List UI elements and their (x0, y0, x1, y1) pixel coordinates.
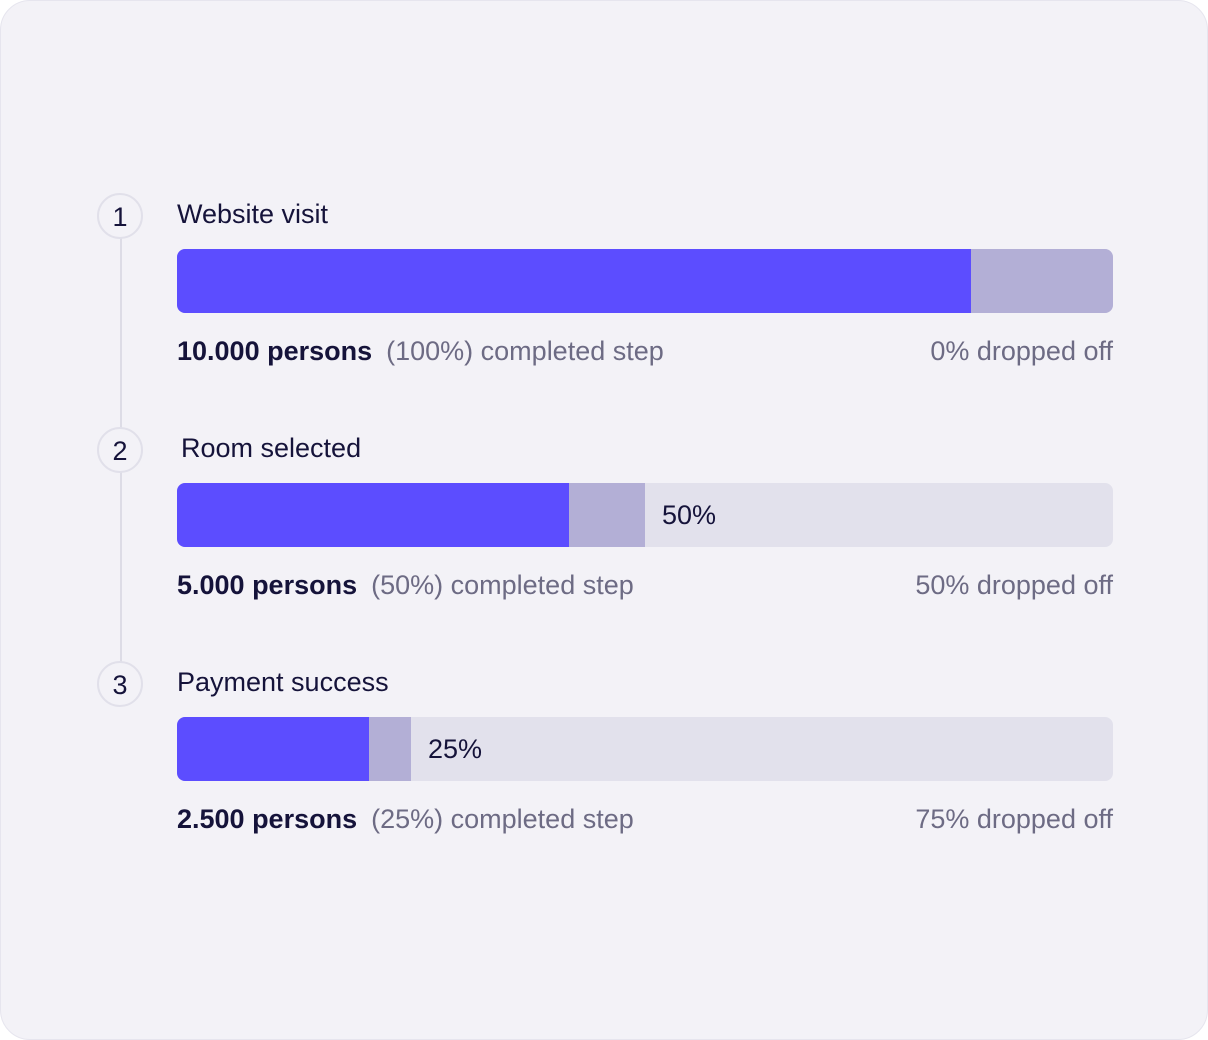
persons-count: 5.000 persons (177, 570, 358, 600)
step-number-badge: 3 (97, 661, 143, 707)
funnel-step-payment-success: 3 Payment success 25% 2.500 persons (25%)… (1, 661, 1208, 841)
dropped-bar (569, 483, 645, 547)
step-stats-row: 5.000 persons (50%) completed step 50% dr… (177, 567, 1113, 603)
step-title: Payment success (177, 667, 389, 697)
dropped-bar (971, 249, 1113, 313)
completed-bar (177, 249, 971, 313)
dropped-off-text: 75% dropped off (915, 804, 1113, 834)
persons-count: 10.000 persons (177, 336, 373, 366)
bar-percent-label: 50% (662, 500, 717, 530)
dropped-off-text: 50% dropped off (915, 570, 1113, 600)
completed-bar (177, 717, 369, 781)
step-stats-row: 2.500 persons (25%) completed step 75% dr… (177, 801, 1113, 837)
funnel-bar-track (177, 249, 1113, 313)
completed-step-text: (100%) completed step (386, 336, 664, 366)
completed-step-text: (50%) completed step (371, 570, 634, 600)
completed-bar (177, 483, 569, 547)
completed-step-text: (25%) completed step (371, 804, 634, 834)
funnel-step-room-selected: 2 Room selected 50% 5.000 persons (50%) c… (1, 427, 1208, 607)
step-number-badge: 1 (97, 193, 143, 239)
bar-percent-label: 25% (428, 734, 483, 764)
funnel-bar-track: 50% (177, 483, 1113, 547)
persons-count: 2.500 persons (177, 804, 358, 834)
funnel-step-website-visit: 1 Website visit 10.000 persons (100%) com… (1, 193, 1208, 373)
dropped-off-text: 0% dropped off (930, 336, 1113, 366)
step-number-badge: 2 (97, 427, 143, 473)
step-stats-row: 10.000 persons (100%) completed step 0% d… (177, 333, 1113, 369)
step-title: Room selected (181, 433, 362, 463)
dropped-bar (369, 717, 411, 781)
funnel-bar-track: 25% (177, 717, 1113, 781)
step-title: Website visit (177, 199, 329, 229)
